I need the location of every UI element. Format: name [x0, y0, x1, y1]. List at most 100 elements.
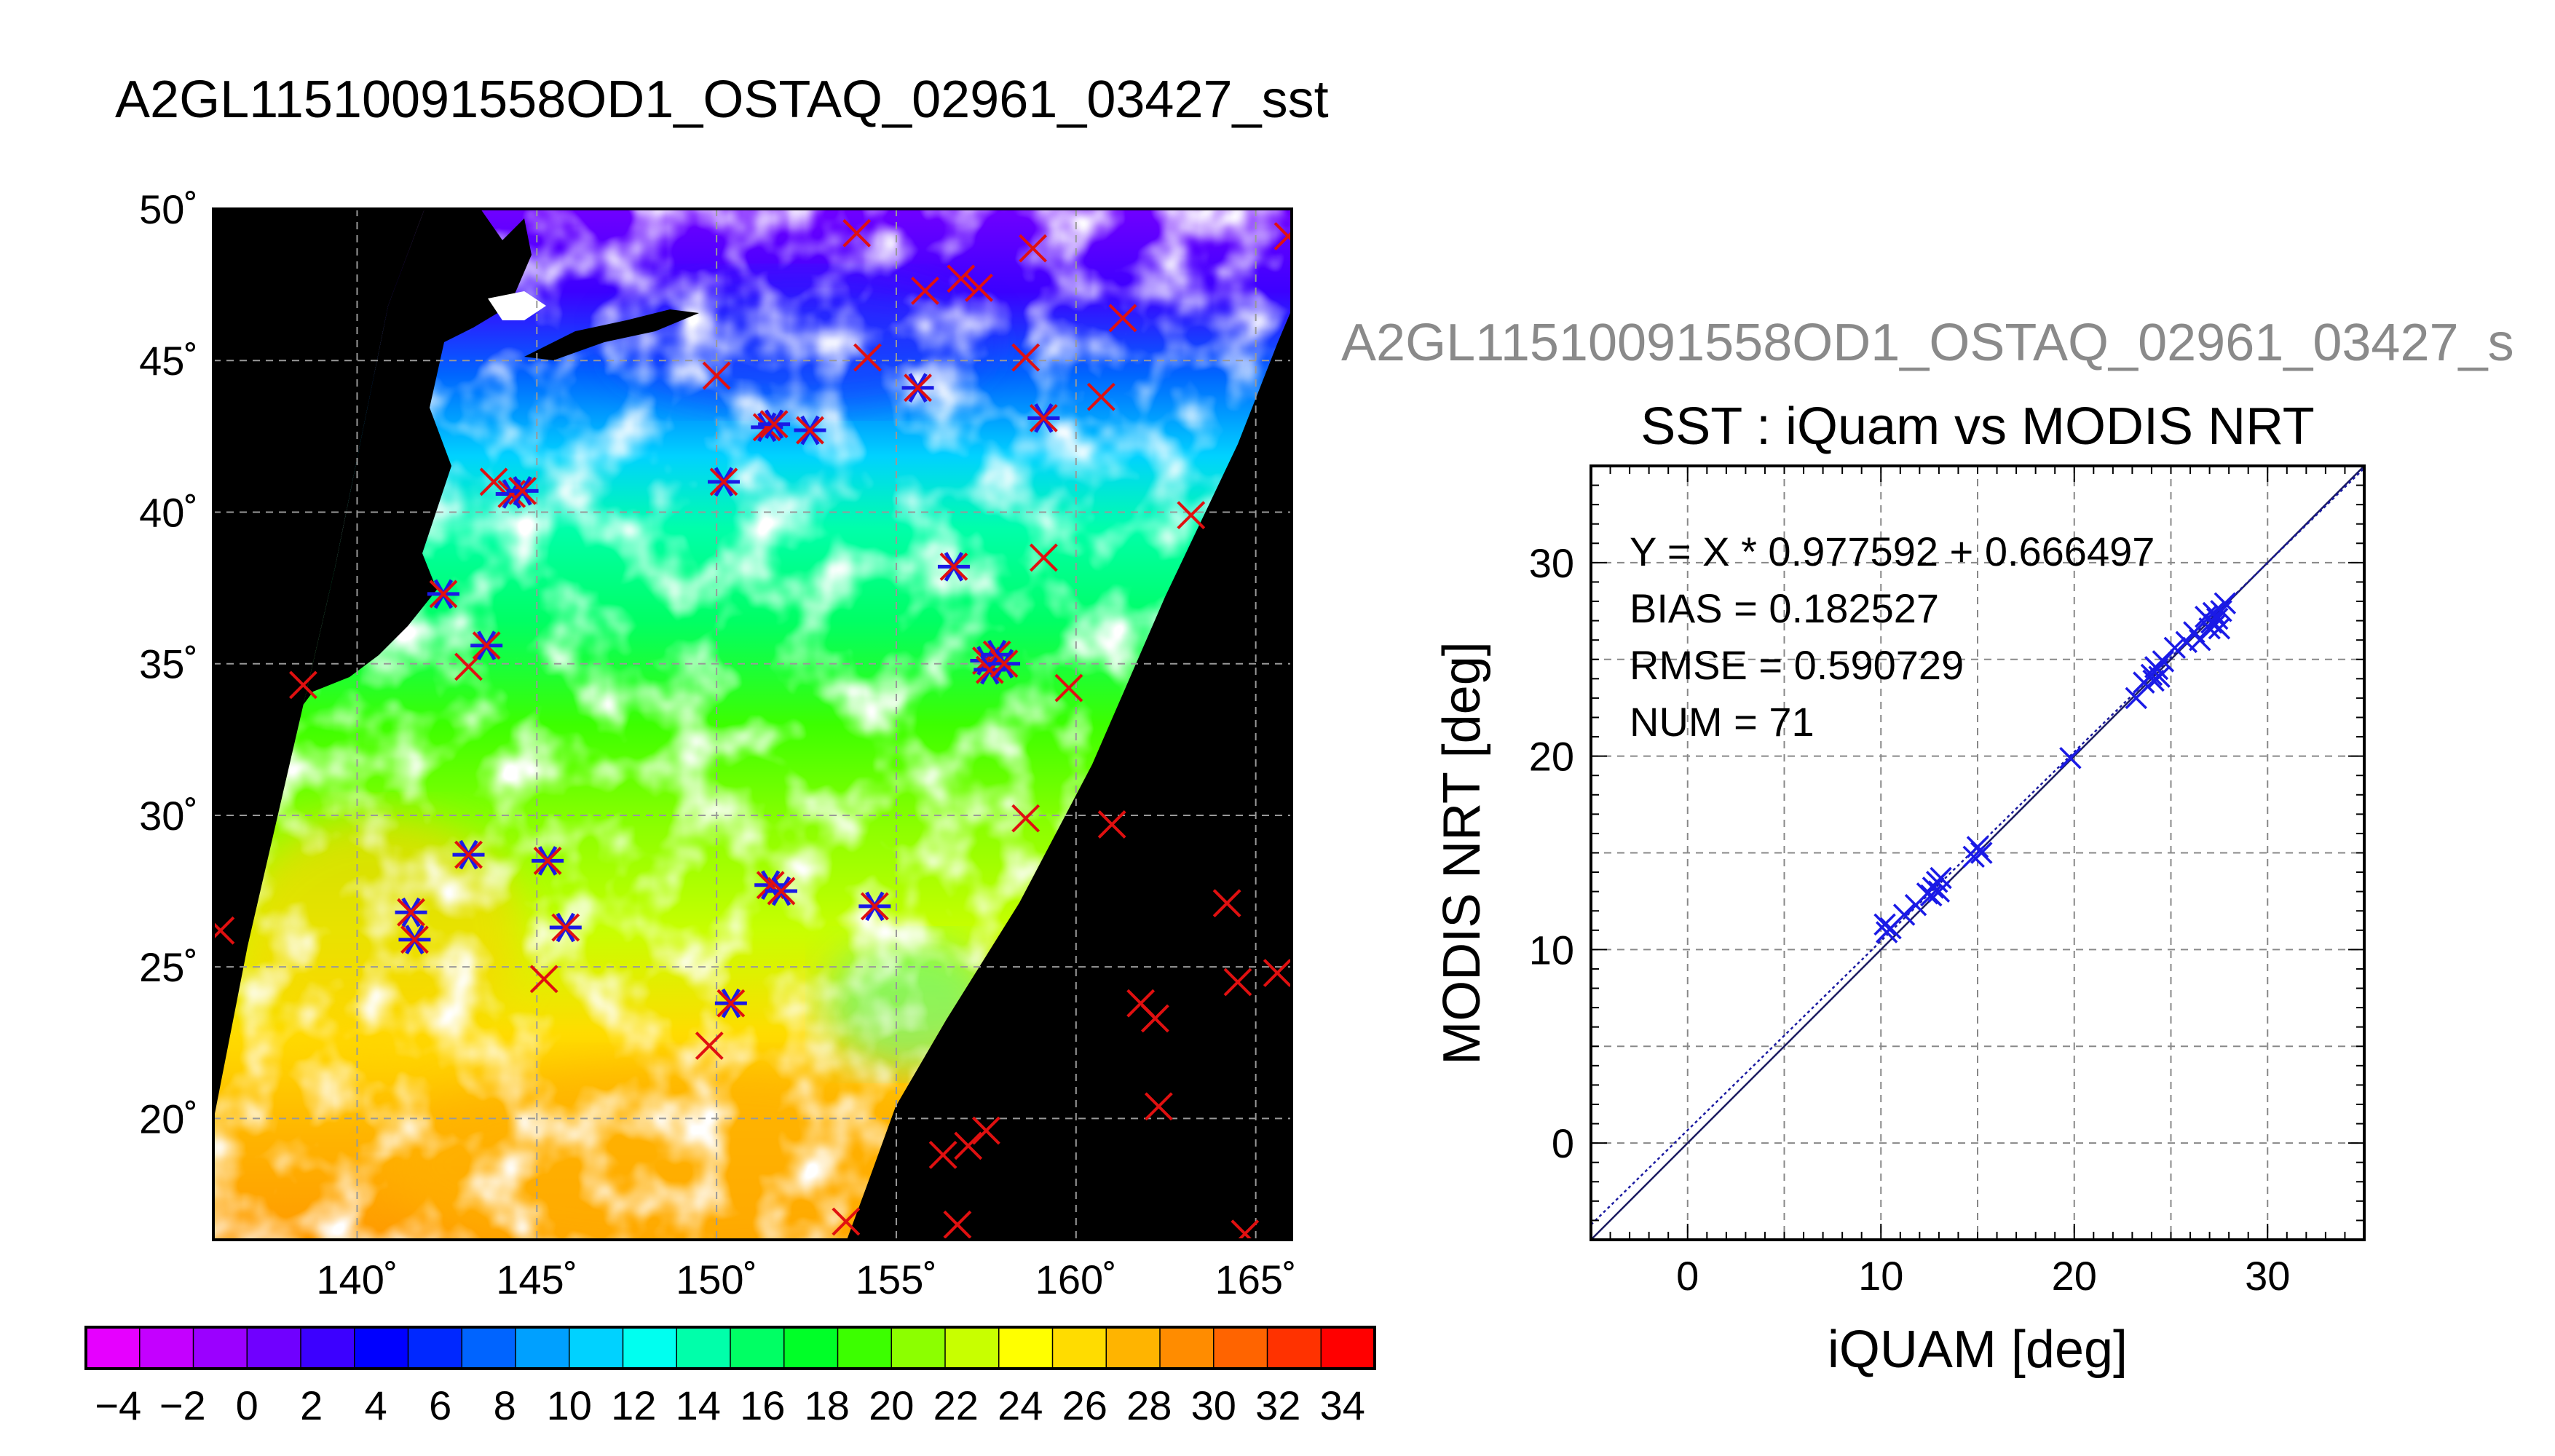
buoy-marker-stroke: [911, 277, 939, 305]
map-y-tick-label: 35˚: [139, 641, 198, 687]
matchup-buoy-cross-stroke: [975, 655, 1004, 684]
scatter-minor-ticks: [1590, 465, 2365, 1241]
buoy-marker: [1223, 968, 1252, 997]
matchup-buoy-cross: [767, 877, 796, 906]
scatter-point-stroke: [2175, 630, 2197, 654]
map-x-tick-label: 140˚: [316, 1257, 398, 1302]
buoy-marker-stroke: [853, 343, 882, 372]
map-x-tick-label: 165˚: [1215, 1257, 1297, 1302]
buoy-marker: [853, 343, 882, 372]
colorbar-cells: [86, 1327, 1375, 1369]
buoy-marker: [928, 1140, 957, 1169]
buoy-marker: [911, 277, 939, 305]
buoy-marker: [213, 916, 235, 945]
scatter-point: [1892, 903, 1916, 926]
colorbar-tick-label: −2: [159, 1382, 206, 1428]
scatter-x-tick-label: 10: [1858, 1253, 1903, 1299]
scatter-point: [1962, 845, 1985, 869]
matchup-buoy-cross: [533, 846, 562, 875]
matchup-marker: [549, 912, 582, 943]
buoy-marker: [1108, 304, 1137, 333]
buoy-marker-stroke: [1029, 543, 1058, 572]
matchup-buoy-cross: [709, 467, 738, 496]
matchup-marker: [937, 552, 970, 582]
buoy-marker: [1086, 382, 1115, 411]
matchup-buoy-cross-stroke: [454, 840, 483, 869]
buoy-marker: [1097, 810, 1126, 839]
scatter-annotation: NUM = 71: [1630, 699, 1814, 745]
scatter-point: [2142, 669, 2165, 692]
colorbar-cell: [569, 1327, 624, 1369]
buoy-marker-stroke: [1054, 673, 1083, 703]
buoy-marker-stroke: [1144, 1092, 1173, 1121]
colorbar-cell: [193, 1327, 248, 1369]
scatter-points: [1873, 592, 2237, 943]
matchup-marker: [532, 846, 564, 876]
colorbar-tick-label: 2: [300, 1382, 323, 1428]
colorbar-tick-label: 16: [740, 1382, 785, 1428]
colorbar-tick-label: 34: [1320, 1382, 1365, 1428]
colorbar-cell: [1267, 1327, 1322, 1369]
buoy-marker: [947, 264, 976, 293]
scatter-x-tick-label: 0: [1676, 1253, 1699, 1299]
matchup-marker: [452, 839, 485, 870]
colorbar-tick-label: 30: [1191, 1382, 1236, 1428]
matchup-marker: [470, 630, 503, 661]
scatter-point: [1920, 884, 1943, 907]
buoy-marker-stroke: [289, 670, 317, 700]
matchup-buoy-cross: [454, 840, 483, 869]
scatter-point: [1927, 880, 1951, 903]
colorbar-cell: [1106, 1327, 1161, 1369]
matchup-marker: [427, 579, 459, 609]
matchup-marker: [398, 925, 431, 954]
buoy-marker: [1019, 234, 1047, 263]
scatter-y-tick-label: 0: [1552, 1120, 1574, 1166]
colorbar-cell: [998, 1327, 1054, 1369]
matchup-buoy-cross-stroke: [716, 989, 746, 1018]
buoy-marker-stroke: [479, 467, 508, 496]
buoy-marker-stroke: [971, 1116, 1000, 1145]
scatter-point: [1922, 877, 1945, 899]
matchup-buoy-cross: [939, 553, 968, 581]
buoy-marker-stroke: [529, 965, 558, 994]
colorbar-cell: [354, 1327, 409, 1369]
matchup-buoy-cross: [716, 989, 746, 1018]
map-y-tick-label: 50˚: [139, 186, 198, 232]
map-y-tick-labels: 20˚ 25˚ 30˚ 35˚ 40˚ 45˚ 50˚: [139, 186, 198, 1142]
scatter-point-stroke: [2205, 607, 2229, 630]
matchup-buoy-cross: [551, 913, 580, 942]
matchup-marker: [395, 897, 427, 927]
scatter-point-stroke: [2163, 636, 2187, 660]
scatter-point-stroke: [2214, 592, 2237, 614]
matchup-buoy-cross-stroke: [756, 871, 785, 900]
scatter-point: [2210, 600, 2232, 622]
scatter-title: SST : iQuam vs MODIS NRT: [1640, 397, 2315, 456]
matchup-buoy-cross: [1029, 403, 1058, 432]
buoy-marker: [1212, 889, 1241, 918]
buoy-marker-stroke: [832, 1207, 861, 1236]
matchup-buoy-cross-stroke: [939, 553, 968, 581]
scatter-annotation: Y = X * 0.977592 + 0.666497: [1630, 529, 2155, 574]
colorbar-tick-label: 20: [869, 1382, 914, 1428]
buoy-marker: [1011, 343, 1040, 372]
matchup-buoy-cross-stroke: [990, 649, 1019, 678]
scatter-point-stroke: [1970, 842, 1993, 864]
matchup-buoy-cross-stroke: [400, 925, 429, 954]
matchup-buoy-cross: [400, 925, 429, 954]
scatter-point-stroke: [1922, 877, 1945, 899]
buoy-marker-stroke: [947, 264, 976, 293]
colorbar-tick-labels: −4 −2 0 2 4 6 8 10 12 14 16 18 20 22 24 26 28 30 32 34: [95, 1382, 1365, 1428]
buoy-marker-stroke: [928, 1140, 957, 1169]
colorbar-cell: [462, 1327, 516, 1369]
buoy-marker-stroke: [965, 273, 993, 302]
scatter-x-tick-labels: 0 10 20 30: [1676, 1253, 2290, 1299]
colorbar-cell: [783, 1327, 839, 1369]
map-y-tick-label: 30˚: [139, 793, 198, 839]
colorbar-cell: [676, 1327, 731, 1369]
scatter-point-stroke: [2146, 657, 2169, 681]
matchup-buoy-cross: [397, 898, 425, 927]
colorbar: −4 −2 0 2 4 6 8 10 12 14 16 18 20 22 24 26 28 30 32 34: [84, 1326, 1376, 1428]
buoy-marker: [943, 1210, 972, 1239]
buoy-marker: [1263, 959, 1292, 987]
scatter-point-stroke: [1920, 884, 1943, 907]
